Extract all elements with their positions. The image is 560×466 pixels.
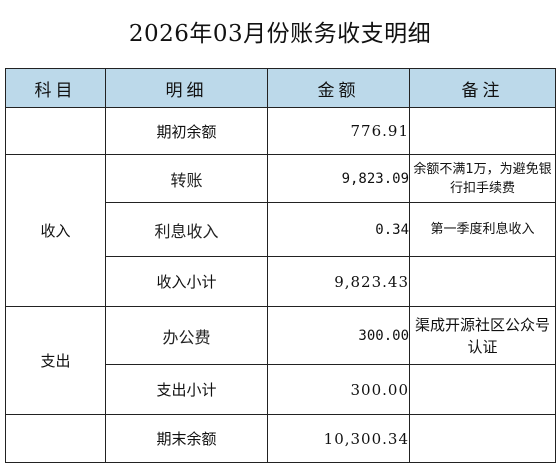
closing-subject-cell [5, 414, 106, 463]
income-detail-1: 转账 [105, 154, 268, 203]
table-row: 收入 转账 9,823.09 余额不满1万，为避免银行扣手续费 [5, 154, 556, 307]
income-remark-2: 第一季度利息收入 [409, 202, 556, 257]
opening-amount: 776.91 [267, 107, 410, 155]
closing-remark [409, 414, 556, 463]
header-row: 科目 明细 金额 备注 [5, 68, 556, 108]
income-subtotal-label: 收入小计 [105, 256, 268, 307]
expense-subtotal-label: 支出小计 [105, 364, 268, 415]
expense-subtotal-row: 支出小计 300.00 [6, 364, 556, 415]
income-subtotal-amount: 9,823.43 [267, 256, 410, 307]
header-detail: 明细 [105, 68, 268, 108]
income-amount-1: 9,823.09 [267, 154, 410, 203]
expense-remark-1: 渠成开源社区公众号认证 [409, 306, 556, 365]
header-amount: 金额 [267, 68, 410, 108]
table-row: 利息收入 0.34 第一季度利息收入 [6, 202, 556, 257]
income-subject: 收入 [5, 154, 106, 307]
income-detail-2: 利息收入 [105, 202, 268, 257]
opening-subject-cell [5, 107, 106, 155]
closing-amount: 10,300.34 [267, 414, 410, 463]
table-row: 支出 办公费 300.00 渠成开源社区公众号认证 [5, 306, 556, 415]
income-subtotal-remark [409, 256, 556, 307]
header-subject: 科目 [5, 68, 106, 108]
expense-amount-1: 300.00 [267, 306, 410, 365]
opening-label: 期初余额 [105, 107, 268, 155]
income-subtotal-row: 收入小计 9,823.43 [6, 256, 556, 307]
expense-subtotal-amount: 300.00 [267, 364, 410, 415]
opening-remark [409, 107, 556, 155]
expense-subject: 支出 [5, 306, 106, 415]
closing-row: 期末余额 10,300.34 [5, 414, 556, 463]
page-title: 2026年03月份账务收支明细 [128, 21, 432, 47]
header-remark: 备注 [409, 68, 556, 108]
expense-detail-1: 办公费 [105, 306, 268, 365]
income-amount-2: 0.34 [267, 202, 410, 257]
ledger-table: 科目 明细 金额 备注 期初余额 776.91 收入 转账 9,823.09 余… [5, 68, 556, 463]
closing-label: 期末余额 [105, 414, 268, 463]
opening-row: 期初余额 776.91 [5, 107, 556, 155]
expense-subtotal-remark [409, 364, 556, 415]
income-remark-1: 余额不满1万，为避免银行扣手续费 [409, 154, 556, 203]
